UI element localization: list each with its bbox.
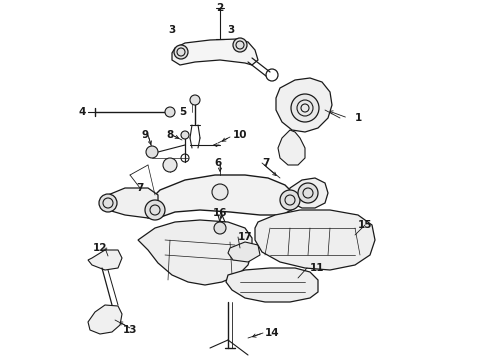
Circle shape [146,146,158,158]
Text: 1: 1 [355,113,362,123]
Circle shape [99,194,117,212]
Circle shape [291,94,319,122]
Polygon shape [88,250,122,270]
Text: 9: 9 [142,130,148,140]
Text: 13: 13 [123,325,137,335]
Text: 3: 3 [169,25,175,35]
Polygon shape [138,220,252,285]
Circle shape [163,158,177,172]
Circle shape [181,131,189,139]
Polygon shape [276,78,332,132]
Text: 4: 4 [78,107,86,117]
Text: 7: 7 [262,158,270,168]
Circle shape [190,95,200,105]
Circle shape [280,190,300,210]
Text: 10: 10 [233,130,247,140]
Text: 15: 15 [358,220,372,230]
Polygon shape [226,268,318,302]
Text: 8: 8 [167,130,173,140]
Circle shape [145,200,165,220]
Polygon shape [88,305,122,334]
Polygon shape [228,242,260,262]
Circle shape [212,184,228,200]
Text: 5: 5 [179,107,187,117]
Polygon shape [100,188,158,218]
Text: 12: 12 [93,243,107,253]
Circle shape [214,222,226,234]
Circle shape [174,45,188,59]
Text: 7: 7 [136,183,144,193]
Polygon shape [278,130,305,165]
Polygon shape [255,210,375,270]
Circle shape [298,183,318,203]
Text: 2: 2 [217,3,223,13]
Text: 3: 3 [227,25,235,35]
Text: 11: 11 [310,263,324,273]
Circle shape [165,107,175,117]
Polygon shape [142,175,295,218]
Circle shape [233,38,247,52]
Text: 6: 6 [215,158,221,168]
Polygon shape [288,178,328,208]
Text: 17: 17 [238,232,253,242]
Text: 16: 16 [213,208,227,218]
Text: 14: 14 [265,328,280,338]
Polygon shape [172,39,258,65]
